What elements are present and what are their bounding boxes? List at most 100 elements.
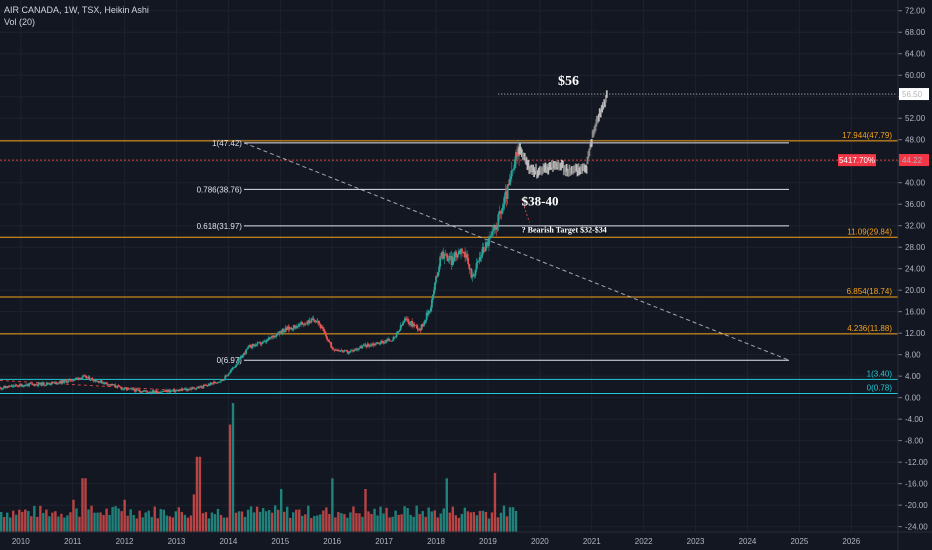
price-candle — [481, 246, 484, 255]
price-candle — [211, 383, 214, 385]
x-tick-label: 2018 — [427, 537, 445, 546]
volume-bar — [252, 512, 256, 532]
volume-bar — [24, 509, 27, 532]
volume-bar — [403, 506, 406, 532]
price-candle — [362, 345, 365, 347]
projection-bar — [542, 163, 545, 171]
volume-bar — [192, 494, 196, 532]
volume-bar — [391, 516, 394, 532]
x-tick-label: 2013 — [168, 537, 186, 546]
price-candle — [435, 276, 437, 283]
projection-bar — [579, 166, 582, 175]
y-tick-label: -12.00 — [905, 458, 928, 467]
price-candle — [150, 392, 153, 394]
price-candle — [13, 385, 16, 387]
price-candle — [489, 236, 491, 239]
price-candle — [432, 294, 434, 300]
price-candle — [232, 367, 235, 369]
price-candle — [349, 350, 352, 352]
volume-bar — [499, 512, 503, 532]
price-candle — [284, 327, 287, 331]
projection-bar — [521, 152, 524, 160]
price-candle — [84, 375, 87, 377]
symbol-title[interactable]: AIR CANADA, 1W, TSX, Heikin Ashi — [4, 5, 149, 15]
price-candle — [459, 250, 461, 254]
price-candle — [305, 323, 308, 325]
price-candle — [144, 390, 147, 392]
volume-bar — [159, 509, 162, 532]
price-candle — [479, 256, 482, 258]
volume-bar — [286, 506, 289, 532]
price-candle — [249, 345, 252, 348]
volume-bar — [126, 515, 129, 532]
volume-bar — [120, 511, 123, 532]
projection-bar — [572, 165, 575, 174]
price-candle — [147, 392, 150, 393]
x-tick-label: 2010 — [12, 537, 30, 546]
price-candle — [167, 390, 170, 393]
volume-bar — [514, 510, 518, 532]
price-candle — [423, 321, 426, 325]
price-candle — [64, 380, 67, 381]
volume-bar — [90, 505, 93, 532]
price-candle — [383, 341, 386, 344]
price-candle — [276, 333, 279, 336]
volume-bar — [270, 512, 274, 532]
volume-bar — [198, 456, 202, 532]
price-candle — [391, 340, 394, 342]
price-candle — [248, 345, 251, 347]
price-candle — [493, 226, 496, 231]
price-candle — [0, 387, 2, 390]
y-tick-label: 4.00 — [905, 372, 921, 381]
x-tick-label: 2019 — [479, 537, 497, 546]
price-candle — [51, 381, 53, 385]
price-candle — [464, 252, 466, 258]
price-candle — [365, 345, 368, 348]
price-candle — [512, 168, 515, 170]
price-candle — [237, 359, 240, 363]
price-candle — [177, 389, 180, 392]
projection-bar — [570, 167, 572, 175]
price-candle — [87, 376, 90, 378]
price-candle — [52, 381, 54, 383]
price-candle — [468, 264, 471, 269]
price-candle — [427, 310, 430, 315]
volume-bar — [289, 517, 292, 532]
projection-bar — [554, 161, 557, 169]
projection-bar — [548, 162, 551, 171]
price-candle — [187, 388, 189, 391]
price-candle — [271, 335, 273, 338]
price-candle — [47, 383, 50, 385]
price-candle — [499, 211, 502, 213]
price-candle — [172, 389, 175, 391]
volume-bar — [27, 511, 30, 532]
price-candle — [408, 321, 410, 325]
price-candle — [327, 339, 329, 341]
price-candle — [192, 387, 194, 389]
price-candle — [119, 386, 122, 388]
y-tick-label: 8.00 — [905, 351, 921, 360]
price-candle — [16, 385, 19, 387]
volume-bar — [367, 511, 370, 532]
volume-bar — [412, 516, 415, 532]
volume-indicator-label[interactable]: Vol (20) — [4, 17, 36, 27]
time-axis[interactable]: 2010 2011 2012 2013 2014 2015 2016 2017 2018 2019… — [0, 531, 932, 546]
price-candle — [252, 344, 255, 347]
price-candle — [113, 384, 116, 386]
volume-bar — [195, 456, 199, 532]
price-candle — [221, 379, 224, 381]
volume-bar — [493, 472, 497, 532]
price-candle — [15, 384, 18, 386]
projection-bar — [552, 161, 555, 169]
price-candle — [94, 379, 97, 382]
volume-bar — [72, 499, 75, 532]
price-candle — [236, 362, 239, 365]
price-axis[interactable]: 72.0068.0064.0060.0056.0052.0048.0044.00… — [897, 0, 929, 550]
price-candle — [511, 169, 514, 171]
volume-bar — [21, 511, 24, 532]
price-candle — [304, 323, 307, 325]
volume-bar — [216, 508, 220, 532]
volume-bar — [78, 516, 81, 532]
price-candle — [281, 329, 284, 333]
